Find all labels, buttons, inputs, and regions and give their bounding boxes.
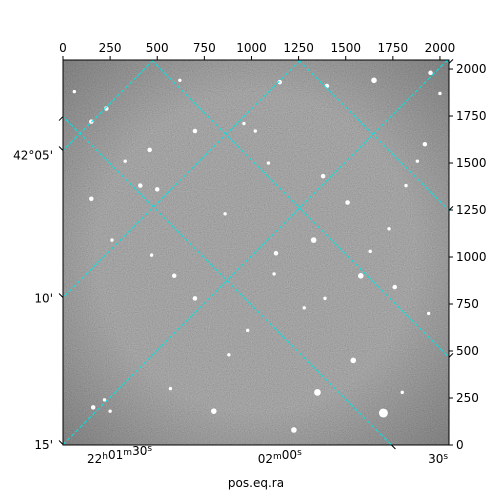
- right-tick-label: 1750: [456, 109, 487, 123]
- star: [147, 147, 152, 153]
- star: [323, 296, 327, 301]
- star: [171, 273, 177, 279]
- star: [320, 173, 326, 179]
- top-tick-label: 0: [59, 41, 67, 55]
- star-field: [72, 70, 442, 433]
- star: [154, 187, 160, 192]
- star: [168, 386, 173, 391]
- star: [149, 253, 154, 257]
- star: [227, 353, 231, 357]
- top-tick-label: 750: [193, 41, 216, 55]
- star: [210, 408, 217, 414]
- star: [392, 284, 397, 290]
- dec-grid-line: [63, 60, 448, 445]
- right-tick-label: 750: [456, 297, 479, 311]
- star: [89, 196, 94, 201]
- star: [192, 296, 198, 301]
- star: [192, 128, 198, 134]
- grid-edge-ticks: [58, 59, 454, 450]
- ra-tick-label: 22h01m30s: [87, 444, 152, 466]
- ra-grid-line: [151, 60, 449, 359]
- coordinate-grid: [0, 60, 449, 445]
- star: [72, 89, 77, 94]
- star: [273, 251, 279, 256]
- star: [428, 70, 433, 76]
- star: [415, 159, 420, 163]
- edge-tick: [58, 116, 64, 121]
- star: [272, 272, 276, 276]
- edge-tick: [448, 353, 454, 358]
- edge-tick: [391, 444, 396, 450]
- top-pixel-axis: 0 250 500 750 1000 1250 1500 1750 2000: [59, 41, 455, 60]
- top-tick-label: 500: [146, 41, 169, 55]
- star: [378, 408, 388, 418]
- star: [404, 183, 408, 188]
- right-tick-label: 1250: [456, 203, 487, 217]
- star: [314, 389, 321, 396]
- star: [277, 79, 282, 85]
- star: [178, 78, 182, 83]
- star: [438, 91, 442, 96]
- edge-tick: [58, 146, 64, 151]
- star: [90, 405, 96, 410]
- star: [310, 237, 317, 243]
- top-tick-label: 1750: [378, 41, 409, 55]
- dec-grid-line: [0, 60, 5, 445]
- star: [223, 212, 227, 216]
- star: [102, 398, 107, 402]
- star: [110, 238, 114, 242]
- edge-tick: [448, 206, 454, 211]
- star: [426, 311, 431, 316]
- star: [246, 328, 250, 333]
- star: [371, 77, 377, 84]
- star: [422, 141, 428, 147]
- plot-frame: [62, 59, 450, 446]
- dec-tick-label: 15': [34, 438, 53, 452]
- edge-tick: [448, 59, 454, 64]
- ra-tick-label: 02m00s: [258, 448, 302, 466]
- top-tick-label: 2000: [425, 41, 456, 55]
- dec-tick-label: 10': [34, 291, 53, 305]
- star: [104, 106, 109, 111]
- right-pixel-axis: 0 250 500 750 1000 1250 1500 1750 2000: [449, 62, 487, 452]
- right-tick-label: 250: [456, 391, 479, 405]
- x-axis-label: pos.eq.ra: [228, 476, 284, 490]
- right-tick-label: 1000: [456, 250, 487, 264]
- edge-tick: [58, 440, 64, 445]
- star: [291, 427, 297, 433]
- star: [242, 121, 246, 126]
- top-tick-label: 250: [99, 41, 122, 55]
- ra-grid-line: [298, 60, 449, 212]
- star: [345, 200, 350, 205]
- star: [350, 357, 357, 364]
- star: [266, 161, 271, 165]
- star: [302, 306, 306, 310]
- top-tick-label: 1250: [283, 41, 314, 55]
- star: [138, 183, 143, 188]
- star: [123, 159, 127, 163]
- top-tick-label: 1000: [236, 41, 267, 55]
- dec-axis: 42°05' 10' 15': [13, 148, 53, 452]
- star: [387, 227, 391, 231]
- star: [357, 273, 364, 279]
- right-tick-label: 1500: [456, 156, 487, 170]
- edge-tick: [58, 293, 64, 298]
- right-tick-label: 2000: [456, 62, 487, 76]
- dec-tick-label: 42°05': [13, 148, 53, 162]
- star: [400, 390, 404, 395]
- ra-axis: 22h01m30s 02m00s 30s: [87, 444, 448, 466]
- star: [253, 129, 257, 133]
- right-tick-label: 0: [456, 438, 464, 452]
- ra-grid-line: [63, 115, 392, 445]
- dec-grid-line: [63, 60, 154, 152]
- top-tick-label: 1500: [330, 41, 361, 55]
- star: [108, 409, 112, 413]
- ra-tick-label: 30s: [428, 452, 448, 466]
- right-tick-label: 500: [456, 344, 479, 358]
- star: [368, 249, 372, 254]
- star: [324, 83, 330, 89]
- sky-image: [63, 60, 449, 445]
- dec-grid-line: [63, 60, 301, 299]
